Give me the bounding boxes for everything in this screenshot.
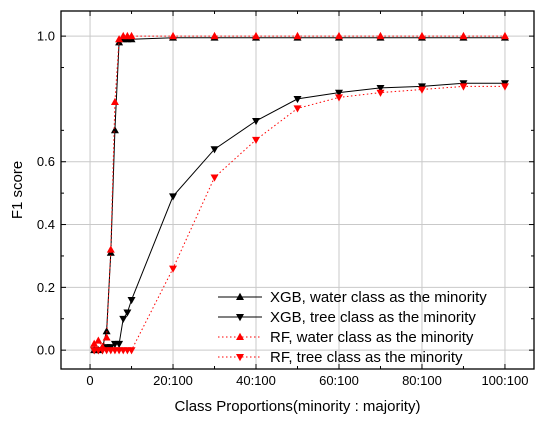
data-point (417, 86, 426, 94)
data-point (210, 174, 219, 182)
legend-marker (236, 332, 244, 340)
legend-entry-2: XGB, tree class as the minority (218, 309, 476, 326)
data-point (293, 95, 302, 104)
data-point (335, 89, 343, 97)
y-tick-label: 0.6 (37, 154, 55, 169)
legend-marker (236, 314, 244, 322)
y-axis-title: F1 score (9, 161, 26, 219)
legend-label: RF, water class as the minority (270, 329, 474, 346)
data-point (376, 31, 385, 40)
data-point (500, 83, 509, 91)
data-point (376, 84, 385, 93)
legend-marker (236, 292, 244, 300)
axis-ticks: 0 20:100 40:100 60:100 80:100 100:100 0.0 0.2 0.… (37, 11, 534, 388)
data-point (90, 339, 99, 347)
x-tick-label: 100:100 (481, 373, 528, 388)
x-tick-label: 80:100 (402, 373, 442, 388)
legend-entry-3: RF, water class as the minority (218, 329, 474, 346)
data-point (293, 105, 302, 113)
y-tick-label: 1.0 (37, 29, 55, 44)
data-point (127, 347, 136, 355)
legend-label: RF, tree class as the minority (270, 349, 463, 366)
legend-marker (236, 354, 244, 362)
data-point (335, 31, 343, 40)
x-tick-label: 40:100 (236, 373, 276, 388)
data-point (115, 35, 124, 43)
data-point (94, 336, 103, 344)
x-tick-label: 0 (86, 373, 93, 388)
x-tick-label: 60:100 (319, 373, 359, 388)
data-point (106, 245, 115, 253)
data-point (123, 309, 132, 317)
data-point (252, 117, 260, 126)
data-point (169, 193, 178, 201)
series-layer (90, 31, 509, 355)
data-point (459, 31, 468, 40)
legend-entry-4: RF, tree class as the minority (218, 349, 463, 366)
data-point (252, 31, 260, 40)
legend-label: XGB, tree class as the minority (270, 309, 476, 326)
data-point (252, 136, 260, 144)
data-point (500, 31, 509, 40)
data-point (335, 94, 343, 102)
data-point (102, 333, 111, 341)
data-point (115, 340, 124, 349)
legend: XGB, water class as the minority XGB, tre… (218, 289, 487, 366)
x-axis-title: Class Proportions(minority : majority) (175, 398, 421, 415)
data-point (293, 31, 302, 40)
data-point (127, 31, 136, 40)
grid-lines (61, 11, 534, 369)
data-point (417, 31, 426, 40)
data-point (376, 89, 385, 97)
data-point (102, 327, 111, 335)
data-point (169, 265, 178, 273)
data-point (210, 146, 219, 154)
data-point (110, 97, 119, 106)
series-4 (90, 83, 509, 355)
data-point (459, 83, 468, 91)
legend-entry-1: XGB, water class as the minority (218, 289, 487, 306)
y-tick-label: 0.2 (37, 280, 55, 295)
y-tick-label: 0.4 (37, 217, 55, 232)
series-3 (90, 31, 509, 350)
data-point (110, 126, 119, 134)
data-point (169, 31, 178, 40)
data-point (119, 315, 128, 323)
legend-label: XGB, water class as the minority (270, 289, 487, 306)
data-point (210, 31, 219, 40)
data-point (127, 296, 136, 305)
x-tick-label: 20:100 (153, 373, 193, 388)
y-tick-label: 0.0 (37, 343, 55, 358)
